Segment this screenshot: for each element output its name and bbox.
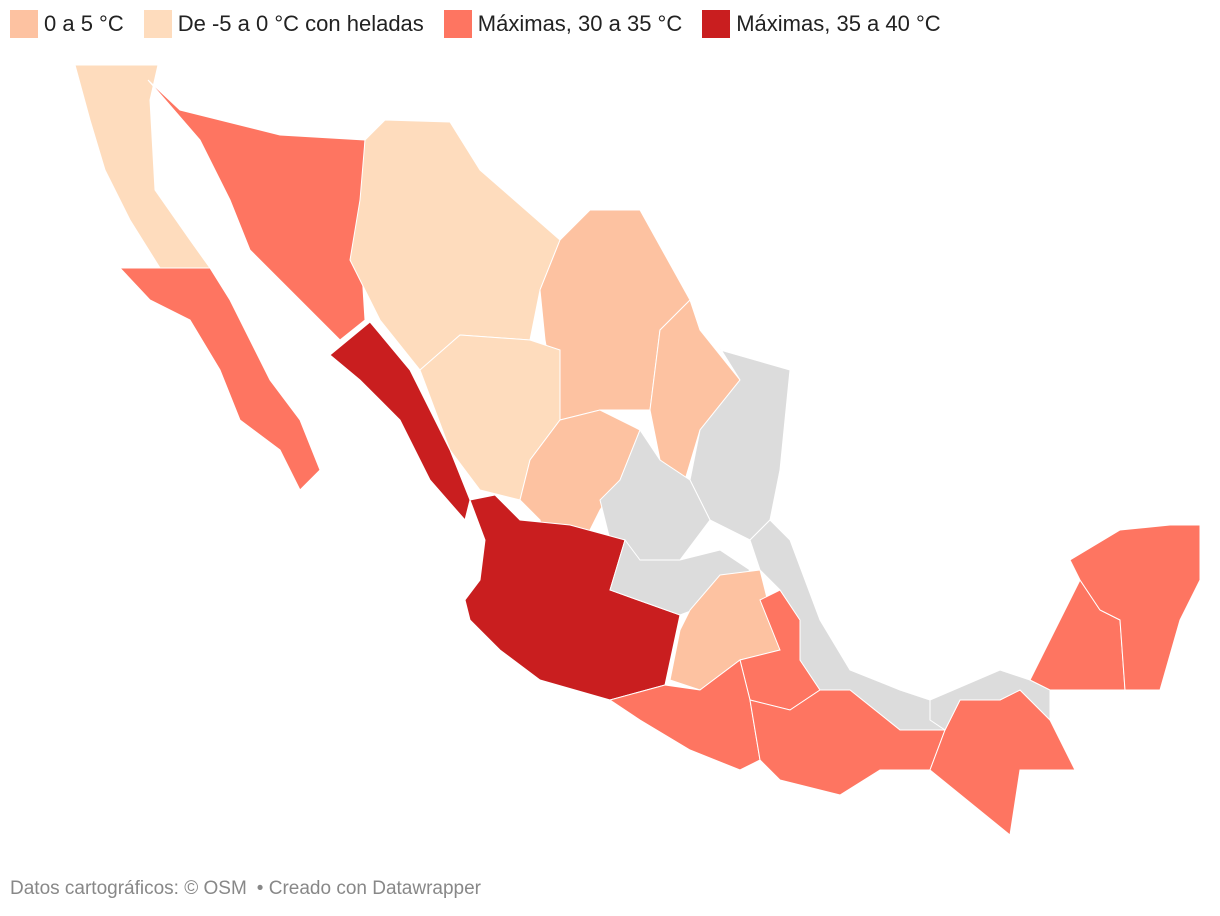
legend-swatch xyxy=(10,10,38,38)
region xyxy=(118,267,321,491)
region xyxy=(1069,524,1201,691)
region xyxy=(929,669,1051,731)
legend-label: 0 a 5 °C xyxy=(44,11,124,36)
region xyxy=(74,64,211,269)
footer: Datos cartográficos: © OSM • Creado con … xyxy=(10,878,481,900)
legend-item: Máximas, 30 a 35 °C xyxy=(443,10,683,38)
map xyxy=(74,64,1201,836)
region xyxy=(329,321,471,522)
credit: • Creado con Datawrapper xyxy=(256,878,482,899)
legend-swatch xyxy=(443,10,472,38)
region xyxy=(147,79,366,341)
legend-item: 0 a 5 °C xyxy=(10,10,124,38)
legend-item: Máximas, 35 a 40 °C xyxy=(702,10,941,38)
legend-swatch xyxy=(702,10,731,38)
legend-swatch xyxy=(143,10,172,38)
legend: 0 a 5 °C De -5 a 0 °C con heladas Máximas,… xyxy=(10,10,941,38)
legend-label: Máximas, 35 a 40 °C xyxy=(736,11,941,36)
region xyxy=(349,119,561,371)
source: Datos cartográficos: © OSM xyxy=(10,878,247,899)
legend-label: Máximas, 30 a 35 °C xyxy=(477,11,683,36)
legend-item: De -5 a 0 °C con heladas xyxy=(143,10,424,38)
legend-label: De -5 a 0 °C con heladas xyxy=(177,11,424,36)
